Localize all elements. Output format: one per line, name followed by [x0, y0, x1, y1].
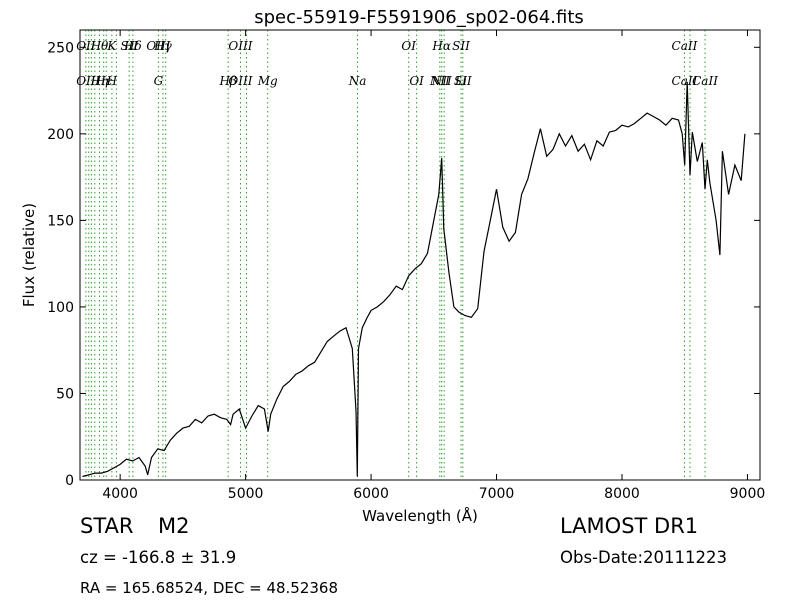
line-label-top: Hγ — [153, 39, 172, 53]
observation-date: Obs-Date:20111223 — [560, 548, 727, 567]
x-tick-label: 7000 — [479, 486, 515, 502]
line-label-bottom: OII — [76, 74, 96, 88]
line-label-bottom: G — [154, 74, 164, 88]
y-tick-label: 150 — [47, 213, 74, 229]
line-label-bottom: Na — [348, 74, 367, 88]
y-tick-label: 0 — [65, 473, 74, 489]
line-label-bottom: OIII — [228, 74, 252, 88]
line-label-bottom: Mg — [257, 74, 278, 88]
x-axis-ticks: 4000 5000 6000 7000 8000 9000 — [102, 30, 765, 502]
x-tick-label: 9000 — [730, 486, 766, 502]
line-label-top: Hα — [431, 39, 451, 53]
chart-title: spec-55919-F5591906_sp02-064.fits — [254, 7, 584, 28]
y-tick-label: 50 — [56, 386, 74, 402]
line-label-top: OII — [76, 39, 96, 53]
line-label-top: SII — [120, 39, 138, 53]
line-label-bottom: H — [106, 74, 118, 88]
line-label-top: K — [106, 39, 117, 53]
line-label-bottom: Hη — [90, 74, 109, 88]
line-label-top: OI — [401, 39, 416, 53]
line-label-bottom: CaII — [672, 74, 698, 88]
line-label-bottom: Hβ — [218, 74, 236, 88]
x-axis-label: Wavelength (Å) — [362, 506, 478, 525]
spectral-line-markers — [85, 30, 706, 480]
x-tick-label: 6000 — [353, 486, 389, 502]
object-class: STAR — [80, 514, 134, 538]
redshift-value: cz = -166.8 ± 31.9 — [80, 548, 237, 567]
line-label-top: CaII — [672, 39, 698, 53]
line-label-bottom: OI — [409, 74, 424, 88]
object-subclass: M2 — [158, 514, 190, 538]
x-tick-label: 8000 — [604, 486, 640, 502]
x-tick-label: 5000 — [228, 486, 264, 502]
line-label-bottom: NII — [429, 74, 450, 88]
line-label-top: Hθ — [90, 39, 109, 53]
x-tick-label: 4000 — [102, 486, 138, 502]
line-label-top: OIII — [228, 39, 252, 53]
coordinates: RA = 165.68524, DEC = 48.52368 — [80, 579, 339, 597]
y-tick-label: 250 — [47, 40, 74, 56]
line-label-bottom: Li — [454, 74, 467, 88]
plot-frame — [79, 29, 761, 481]
line-label-bottom: SII — [454, 74, 472, 88]
y-tick-label: 200 — [47, 127, 74, 143]
line-label-bottom: NII — [431, 74, 452, 88]
line-label-top: SII — [452, 39, 470, 53]
line-label-top: OIII — [146, 39, 170, 53]
line-label-bottom: CaII — [692, 74, 718, 88]
spectrum-line — [82, 81, 746, 478]
line-label-bottom: Hε — [94, 74, 112, 88]
y-tick-label: 100 — [47, 300, 74, 316]
y-axis-ticks: 0 50 100 150 200 250 — [47, 40, 760, 489]
y-axis-label: Flux (relative) — [20, 203, 38, 307]
survey-name: LAMOST DR1 — [560, 514, 699, 538]
line-label-top: Hδ — [123, 39, 142, 53]
